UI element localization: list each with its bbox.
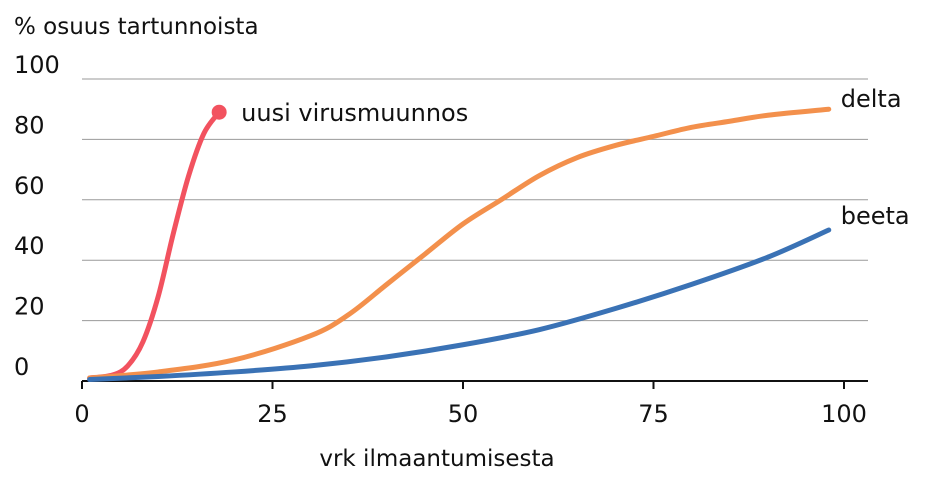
y-axis-title: % osuus tartunnoista	[14, 14, 259, 40]
y-tick-label: 80	[14, 111, 45, 139]
series-end-marker	[211, 104, 227, 120]
y-tick-label: 40	[14, 232, 45, 260]
y-tick-label: 100	[14, 51, 60, 79]
x-tick-label: 0	[74, 400, 89, 428]
series-label: delta	[841, 85, 902, 113]
x-axis-title: vrk ilmaantumisesta	[319, 446, 554, 472]
x-tick-label: 25	[257, 400, 288, 428]
series-labels: uusi virusmuunnos delta beeta	[241, 85, 909, 230]
y-tick-label: 0	[14, 353, 29, 381]
series-line-beeta	[87, 227, 832, 382]
y-tick-label: 20	[14, 293, 45, 321]
y-axis-ticks: 0 20 40 60 80 100	[14, 51, 60, 381]
series-label: beeta	[841, 202, 910, 230]
x-tick-label: 100	[821, 400, 867, 428]
gridlines	[82, 78, 868, 322]
series-label: uusi virusmuunnos	[241, 99, 468, 127]
x-tick-label: 50	[448, 400, 479, 428]
series-line-delta	[87, 106, 832, 381]
x-tick-label: 75	[638, 400, 669, 428]
series-line-uusi-virusmuunnos	[87, 109, 222, 381]
x-axis-ticks: 0 25 50 75 100	[74, 381, 867, 428]
y-tick-label: 60	[14, 172, 45, 200]
series-lines	[87, 104, 832, 382]
